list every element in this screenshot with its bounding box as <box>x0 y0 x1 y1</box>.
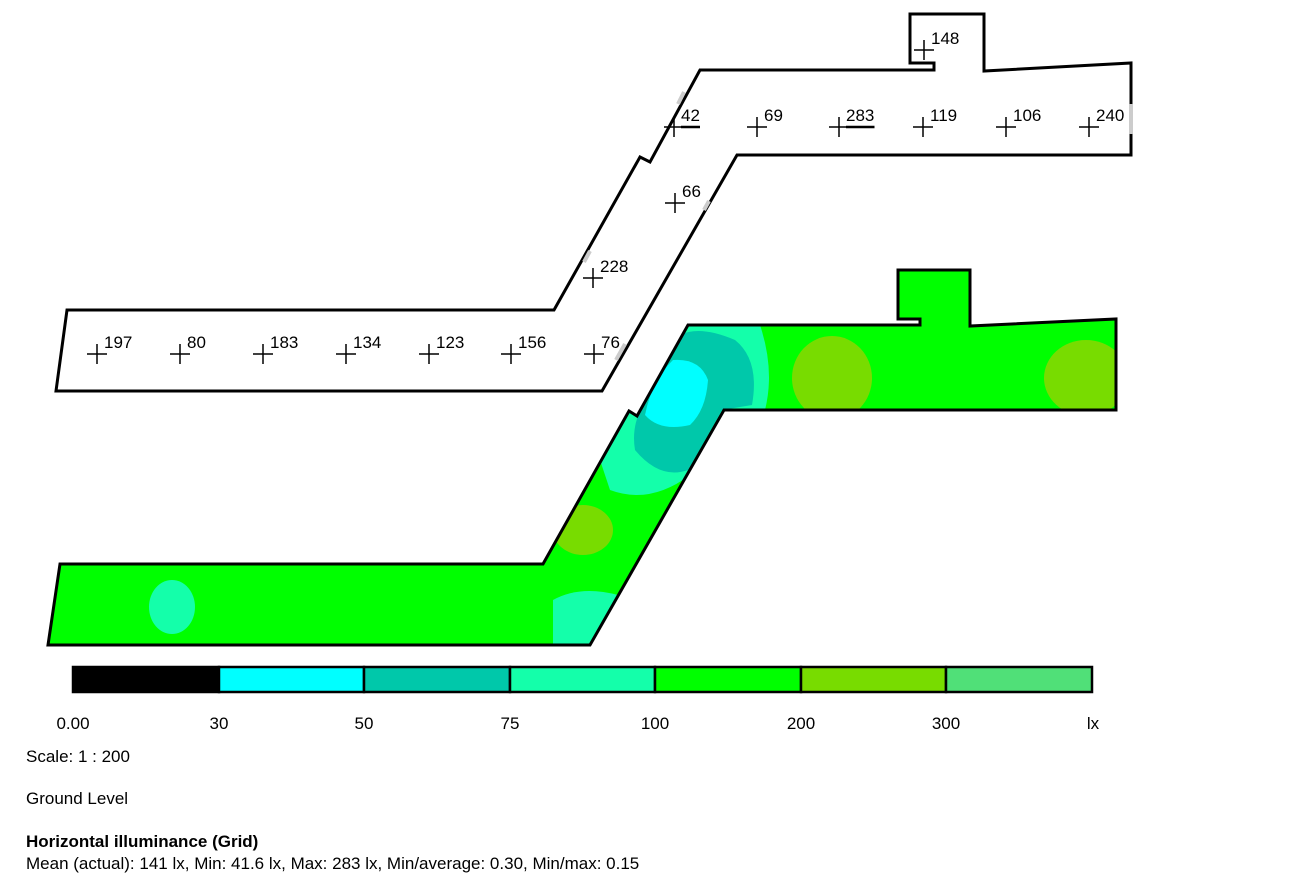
illuminance-region-75-100 <box>149 580 195 634</box>
measurement-point: 240 <box>1079 106 1124 137</box>
measurement-value: 240 <box>1096 106 1124 125</box>
room-outline <box>54 12 1133 393</box>
measurement-value: 123 <box>436 333 464 352</box>
legend-tick-label: 30 <box>210 714 229 733</box>
measurement-point: 134 <box>336 333 381 364</box>
measurement-value: 183 <box>270 333 298 352</box>
legend-swatch <box>217 665 366 694</box>
measurement-point: 123 <box>419 333 464 364</box>
door-opening <box>702 200 711 211</box>
measurement-value: 76 <box>601 333 620 352</box>
door-opening <box>614 343 627 361</box>
measurement-value: 42 <box>681 106 700 125</box>
legend-tick-label: 75 <box>501 714 520 733</box>
illuminance-region-200-300 <box>1044 340 1116 416</box>
measurement-point: 228 <box>583 257 628 288</box>
door-opening <box>676 91 686 105</box>
legend-tick-label: 0.00 <box>56 714 89 733</box>
illuminance-region-75-100 <box>553 591 618 645</box>
measurement-value: 156 <box>518 333 546 352</box>
legend-tick-label: 50 <box>355 714 374 733</box>
measurement-point: 119 <box>913 106 957 137</box>
legend-swatch <box>71 665 221 694</box>
result-title: Horizontal illuminance (Grid) <box>26 832 259 851</box>
measurement-point: 197 <box>87 333 132 364</box>
result-statistics: Mean (actual): 141 lx, Min: 41.6 lx, Max… <box>26 854 640 873</box>
measurement-point: 76 <box>584 333 620 364</box>
level-text: Ground Level <box>26 789 129 808</box>
legend-swatch <box>653 665 803 694</box>
measurement-value: 119 <box>930 106 957 125</box>
measurement-value: 134 <box>353 333 381 352</box>
scale-text: Scale: 1 : 200 <box>26 747 130 766</box>
legend-tick-label: lx <box>1087 714 1100 733</box>
measurement-points: 148 42 69 283 119 106 240 66 228 197 80 183 134 123 15… <box>87 29 1124 364</box>
measurement-value: 66 <box>682 182 701 201</box>
measurement-point: 106 <box>996 106 1041 137</box>
legend-swatch <box>508 665 657 694</box>
measurement-value: 148 <box>931 29 959 48</box>
measurement-value: 106 <box>1013 106 1041 125</box>
door-opening <box>582 250 592 263</box>
measurement-point: 156 <box>501 333 546 364</box>
map-outline <box>46 268 1118 647</box>
legend-swatch <box>799 665 948 694</box>
measurement-point: 148 <box>914 29 959 60</box>
measurement-value: 283 <box>846 106 874 125</box>
measurement-point: 183 <box>253 333 298 364</box>
measurement-point: 42 <box>664 106 700 137</box>
legend-swatch <box>944 665 1094 694</box>
legend-tick-label: 300 <box>932 714 960 733</box>
measurement-value: 80 <box>187 333 206 352</box>
measurement-value: 69 <box>764 106 783 125</box>
measurement-value: 197 <box>104 333 132 352</box>
measurement-point: 69 <box>747 106 783 137</box>
measurement-point: 66 <box>665 182 701 213</box>
measurement-point: 80 <box>170 333 206 364</box>
illuminance-region-200-300 <box>792 336 872 420</box>
legend-tick-label: 200 <box>787 714 815 733</box>
measurement-value: 228 <box>600 257 628 276</box>
legend-swatch <box>362 665 512 694</box>
measurement-point: 283 <box>829 106 875 137</box>
legend-tick-label: 100 <box>641 714 669 733</box>
color-scale-legend: 0.00 30 50 75 100 200 300 lx <box>56 665 1100 733</box>
room-outline-plan: 148 42 69 283 119 106 240 66 228 197 80 183 134 123 15… <box>54 12 1133 393</box>
false-color-map <box>46 268 1118 647</box>
